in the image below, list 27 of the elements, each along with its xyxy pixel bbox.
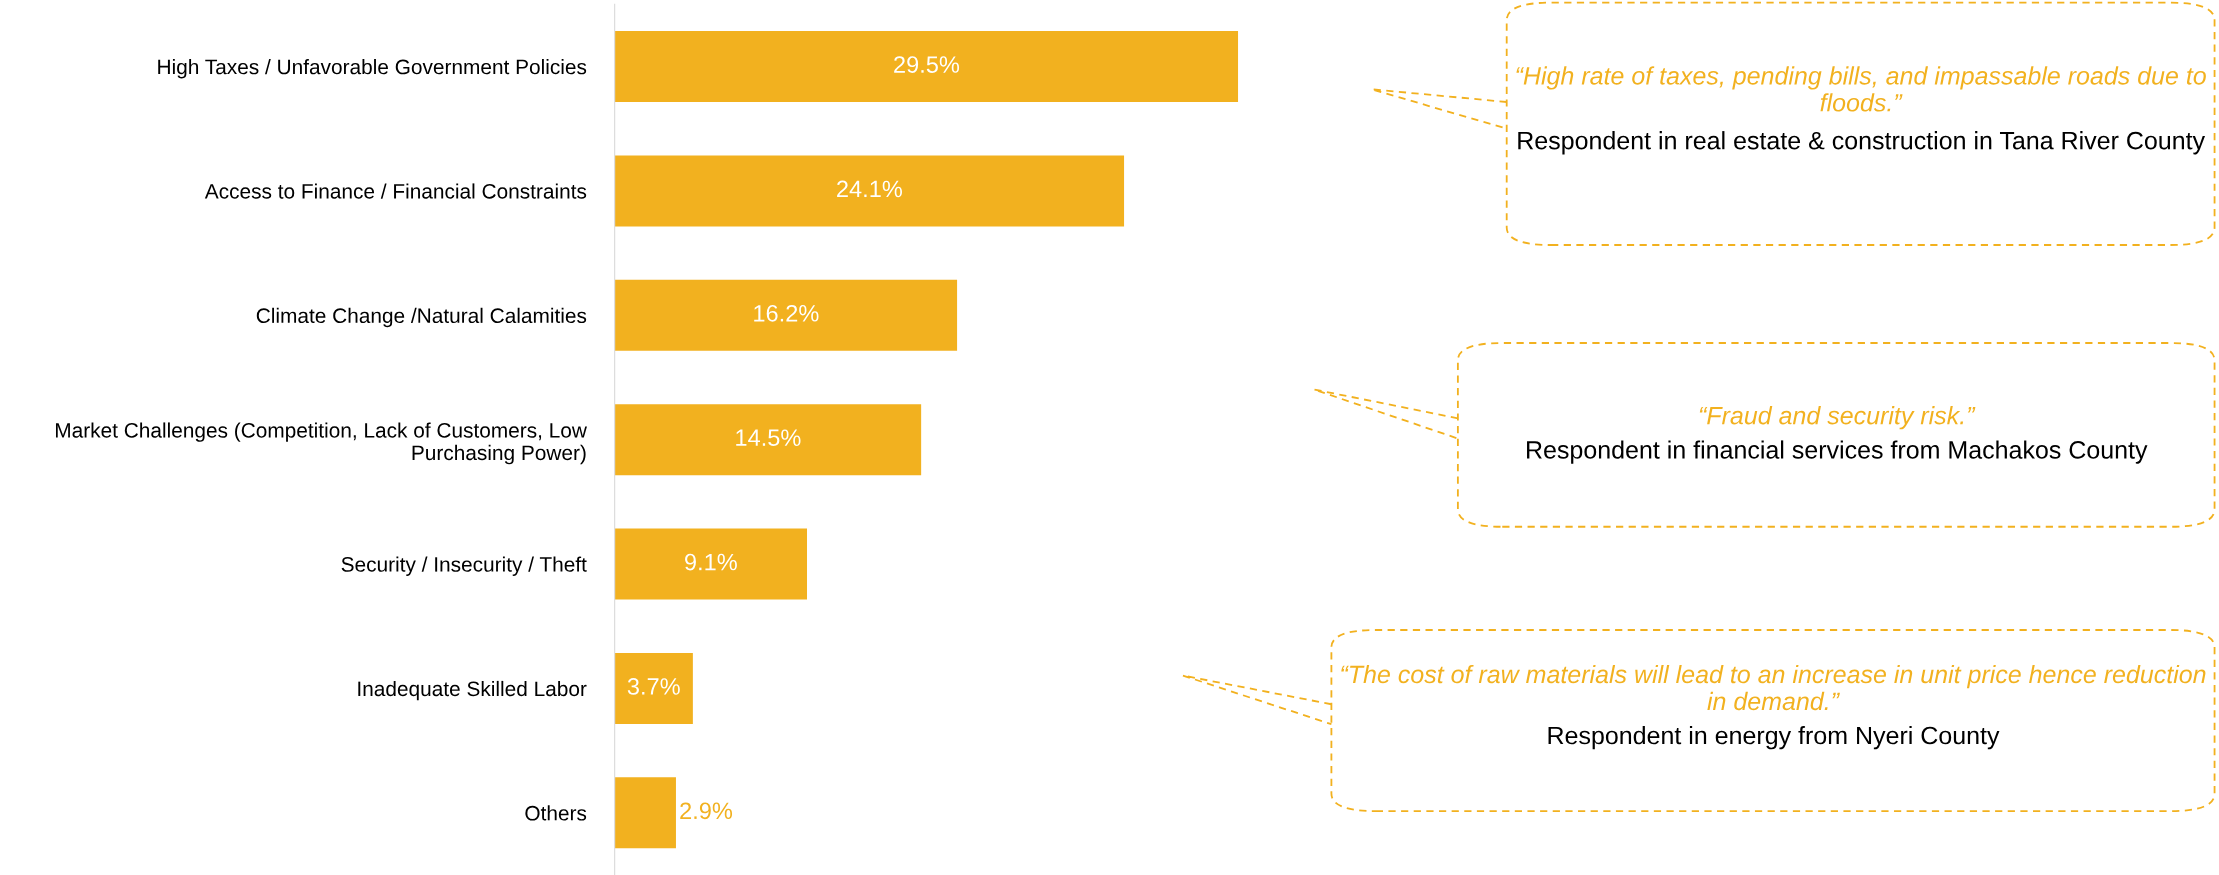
bar <box>614 404 922 476</box>
bar <box>614 528 808 600</box>
bar <box>614 31 1239 103</box>
data-label: 9.1% <box>685 553 737 571</box>
text: Respondent in real estate & construction in Tana River County <box>1518 131 2206 155</box>
text: “The cost of raw materials will lead to an increase in unit price hence reduction in demand.” <box>1341 664 2206 711</box>
y-tick-label: High Taxes / Unfavorable Government Policies <box>158 59 587 79</box>
y-tick-label: Inadequate Skilled Labor <box>358 680 587 701</box>
y-tick-label: Security / Insecurity / Theft <box>341 556 587 576</box>
y-tick-label: Climate Change /Natural Calamities <box>256 307 587 328</box>
data-label: 24.1% <box>837 180 902 198</box>
bar <box>614 652 693 724</box>
text: “High rate of taxes, pending bills, and impassable roads due to floods.” <box>1516 66 2206 112</box>
y-tick-label: Access to Finance / Financial Constraints <box>204 183 587 199</box>
data-label: 29.5% <box>894 56 960 73</box>
data-label: 14.5% <box>736 429 801 447</box>
data-label: 3.7% <box>627 678 680 695</box>
data-label: 16.2% <box>754 304 819 322</box>
bar <box>614 155 1125 227</box>
y-tick-label: Others <box>525 805 587 821</box>
text: Respondent in financial services from Machakos County <box>1527 440 2148 464</box>
text: “Fraud and security risk.” <box>1699 406 1976 430</box>
data-label: 2.9% <box>680 802 733 820</box>
bar <box>614 279 958 351</box>
y-tick-label: Market Challenges (Competition, Lack of Customers, Low Purchasing Power) <box>55 422 587 465</box>
bar <box>614 777 676 849</box>
text: Respondent in energy from Nyeri County <box>1548 726 2000 750</box>
